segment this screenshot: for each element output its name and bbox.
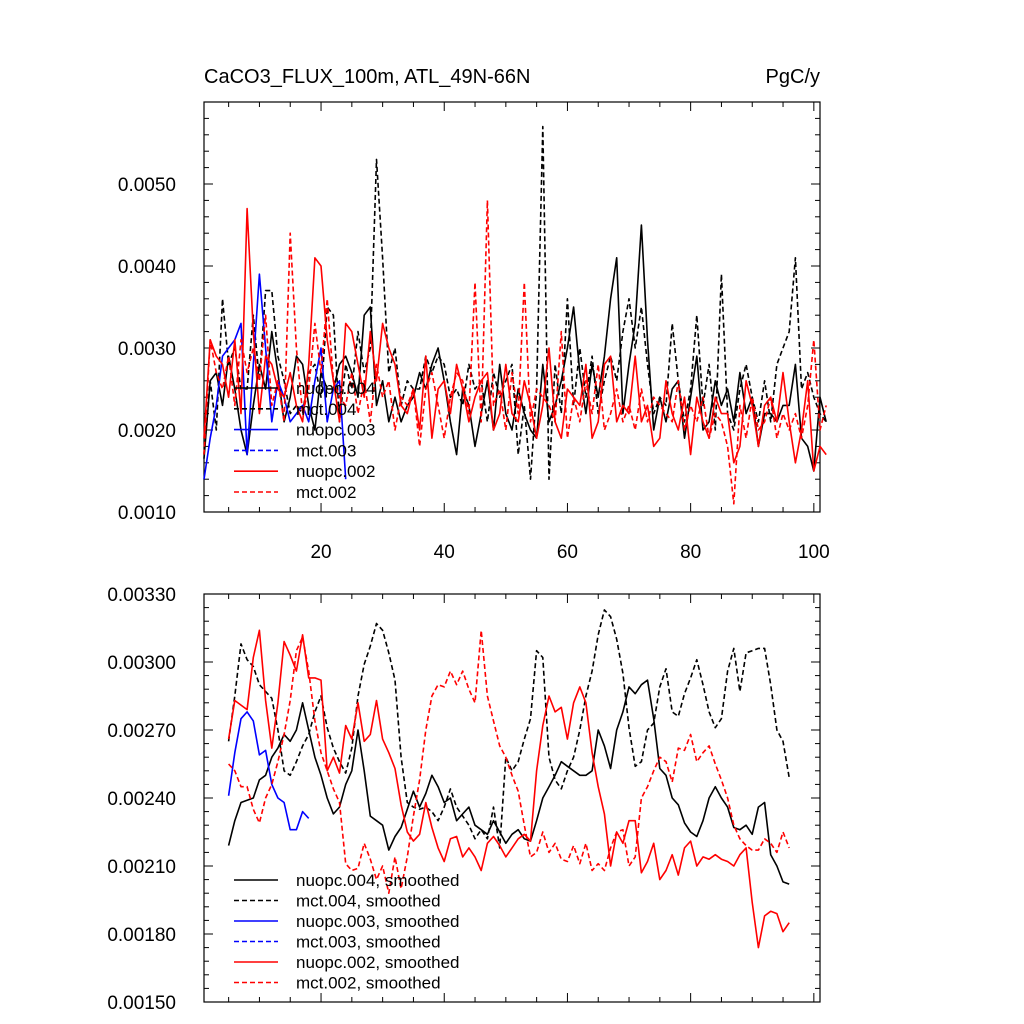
legend-label: nuopc.003, smoothed bbox=[296, 912, 460, 931]
legend-label: nuopc.004 bbox=[296, 379, 375, 398]
series-line-mct-002-smoothed bbox=[228, 629, 790, 895]
legend-label: mct.002 bbox=[296, 483, 356, 502]
y-tick-label: 0.0010 bbox=[118, 503, 176, 524]
plot-frame bbox=[203, 101, 821, 513]
legend-label: nuopc.002, smoothed bbox=[296, 953, 460, 972]
y-tick-label: 0.00180 bbox=[107, 925, 176, 946]
y-tick-label: 0.0040 bbox=[118, 257, 176, 278]
y-tick-label: 0.00270 bbox=[107, 721, 176, 742]
legend-label: mct.002, smoothed bbox=[296, 974, 441, 993]
x-tick-label: 40 bbox=[434, 542, 455, 563]
series-line-nuopc-003-smoothed bbox=[227, 711, 310, 831]
series-line-mct-002 bbox=[203, 199, 827, 505]
chart-units: PgC/y bbox=[766, 66, 820, 88]
legend-label: mct.004 bbox=[296, 400, 356, 419]
chart-title: CaCO3_FLUX_100m, ATL_49N-66N bbox=[204, 66, 530, 88]
series-line-nuopc-004-smoothed bbox=[227, 679, 790, 885]
y-tick-label: 0.00330 bbox=[107, 585, 176, 606]
y-tick-label: 0.0030 bbox=[118, 339, 176, 360]
x-tick-label: 60 bbox=[557, 542, 578, 563]
legend-label: nuopc.003 bbox=[296, 421, 375, 440]
legend-label: mct.003, smoothed bbox=[296, 933, 441, 952]
y-tick-label: 0.0020 bbox=[118, 421, 176, 442]
legend-label: nuopc.002 bbox=[296, 462, 375, 481]
legend-label: mct.004, smoothed bbox=[296, 892, 441, 911]
series-line-nuopc-002 bbox=[203, 207, 827, 472]
series-line-nuopc-002-smoothed bbox=[227, 629, 790, 949]
y-tick-label: 0.00150 bbox=[107, 993, 176, 1014]
chart-panel-top: CaCO3_FLUX_100m, ATL_49N-66N PgC/y 20 40 6… bbox=[118, 66, 830, 563]
x-tick-label: 100 bbox=[798, 542, 830, 563]
legend-label: nuopc.004, smoothed bbox=[296, 871, 460, 890]
legend-label: mct.003 bbox=[296, 441, 356, 460]
y-tick-label: 0.00240 bbox=[107, 789, 176, 810]
y-tick-label: 0.0050 bbox=[118, 175, 176, 196]
x-tick-label: 20 bbox=[310, 542, 331, 563]
chart-panel-bottom: 0.00150 0.00180 0.00210 0.00240 0.00270 0.003… bbox=[107, 585, 821, 1014]
y-tick-label: 0.00210 bbox=[107, 857, 176, 878]
y-tick-label: 0.00300 bbox=[107, 653, 176, 674]
x-tick-label: 80 bbox=[680, 542, 701, 563]
